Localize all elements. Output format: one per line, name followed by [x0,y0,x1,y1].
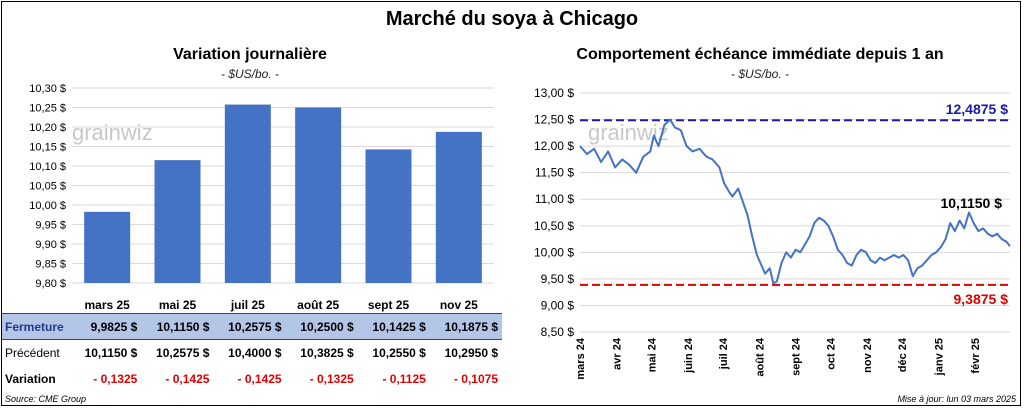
y-tick-label: 11,50 $ [535,166,574,180]
right-chart-title: Comportement échéance immédiate depuis 1… [576,46,944,63]
row-label: Fermeture [2,313,70,340]
last-value-label: 10,1150 $ [940,195,1002,211]
update-note: Mise à jour: lun 03 mars 2025 [897,394,1016,404]
watermark: grainwiz [72,120,153,145]
table-cell: - 0,1325 [93,371,138,386]
table-cell: - 0,1425 [165,371,210,386]
y-tick-label: 10,00 $ [29,200,66,212]
x-tick-label: nov 24 [862,337,874,373]
table-cell: - 0,1125 [382,371,426,386]
y-tick-label: 9,50 $ [541,272,575,286]
table-cell: 10,4000 $ [228,345,282,360]
x-tick-label: déc 24 [897,337,909,372]
x-tick-label: juil 25 [230,298,265,312]
y-tick-label: 10,00 $ [534,245,574,259]
x-tick-label: mars 25 [84,298,130,312]
y-tick-label: 10,30 $ [29,83,66,95]
table-row: Précédent 10,1150 $ 10,2575 $ 10,4000 $ 10,3… [2,340,502,366]
x-tick-label: mai 25 [159,298,197,312]
source-note: Source: CME Group [5,394,87,404]
bar [154,160,201,283]
low-reference-line-label: 9,3875 $ [954,291,1009,307]
bar [435,131,482,283]
high-reference-line-label: 12,4875 $ [946,101,1008,117]
y-tick-label: 10,05 $ [29,181,66,193]
x-tick-label: oct 24 [826,337,838,370]
table-cell: 10,1150 $ [84,345,138,360]
bar [295,107,342,283]
bar [224,104,271,283]
y-tick-label: 12,00 $ [534,139,574,153]
x-tick-label: avr 24 [611,337,623,370]
x-tick-label: sept 24 [791,337,803,376]
x-tick-label: juin 24 [683,337,695,374]
table-cell: 10,2950 $ [444,345,498,360]
bar [365,149,412,283]
table-cell: 10,1150 $ [141,313,214,340]
left-chart-unit: - $US/bo. - [220,67,280,81]
y-tick-label: 10,15 $ [29,142,66,154]
y-tick-label: 10,25 $ [29,103,66,115]
table-row: Variation - 0,1325 - 0,1425 - 0,1425 - 0,132… [2,366,502,392]
row-label: Précédent [5,345,60,360]
table-cell: - 0,1075 [453,371,498,386]
table-cell: 9,9825 $ [70,313,142,340]
y-tick-label: 8,50 $ [541,325,575,339]
y-tick-label: 13,00 $ [534,86,574,100]
bar [84,211,131,283]
y-tick-label: 9,80 $ [35,278,66,290]
x-tick-label: mars 24 [575,337,587,379]
table-cell: 10,2575 $ [213,313,286,340]
y-tick-label: 9,90 $ [35,239,66,251]
x-tick-label: août 24 [754,337,766,376]
table-cell: 10,2550 $ [372,345,426,360]
table-row: Fermeture 9,9825 $10,1150 $10,2575 $10,25… [2,313,502,340]
x-tick-label: mai 24 [646,337,658,372]
x-tick-label: juil 24 [718,337,730,370]
y-tick-label: 11,00 $ [535,192,574,206]
table-cell: 10,1875 $ [429,313,502,340]
left-chart-title: Variation journalière [173,46,327,63]
table-cell: 10,3825 $ [300,345,354,360]
y-tick-label: 10,10 $ [29,161,66,173]
x-tick-label: févr 25 [970,338,982,373]
row-label: Variation [5,371,56,386]
table-cell: 10,2500 $ [285,313,358,340]
y-tick-label: 12,50 $ [534,113,574,127]
y-tick-label: 9,95 $ [35,220,66,232]
y-tick-label: 9,00 $ [541,298,575,312]
price-line [579,118,1011,285]
right-chart-unit: - $US/bo. - [730,67,790,81]
y-tick-label: 10,50 $ [534,219,574,233]
x-tick-label: janv 25 [934,338,946,376]
table-cell: 10,1425 $ [357,313,430,340]
bar-chart: grainwiz 9,80 $ 9,85 $ 9,90 $ 9,95 $ 10,00 $… [29,83,494,312]
table-cell: - 0,1325 [309,371,354,386]
x-tick-label: nov 25 [440,298,478,312]
price-table: Fermeture 9,9825 $10,1150 $10,2575 $10,25… [2,313,502,392]
x-tick-label: sept 25 [368,298,410,312]
x-tick-label: août 25 [297,298,339,312]
y-tick-label: 10,20 $ [29,122,66,134]
page-title: Marché du soya à Chicago [385,8,639,30]
table-cell: - 0,1425 [237,371,282,386]
y-tick-label: 9,85 $ [35,259,66,271]
table-cell: 10,2575 $ [156,345,210,360]
